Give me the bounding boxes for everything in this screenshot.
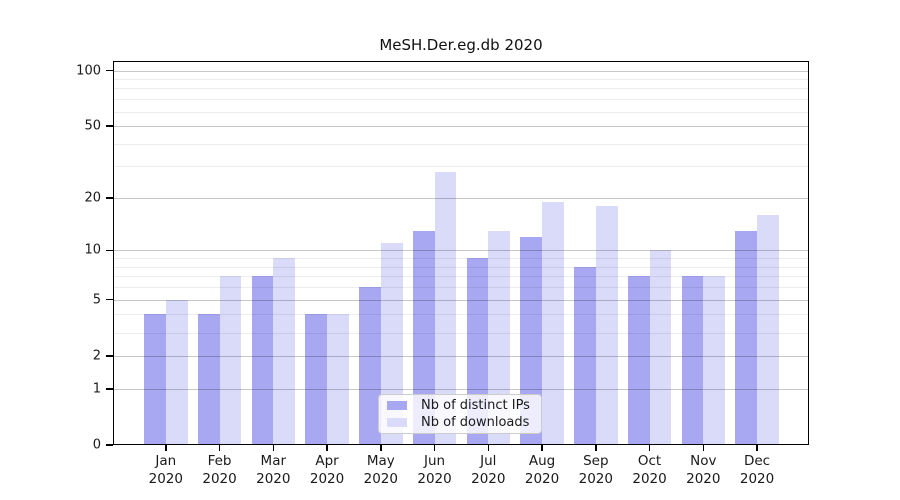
minor-gridline [113,287,809,289]
legend-swatch-downloads [387,418,407,428]
x-tick-label: Apr 2020 [309,453,345,487]
x-axis-tick [326,445,328,451]
x-axis-tick [433,445,436,451]
bar-distinct-ips [305,314,328,445]
bar-downloads [649,250,672,445]
x-tick-label: Jun 2020 [417,453,452,487]
minor-gridline [113,143,809,145]
legend-item-downloads: Nb of downloads [387,415,533,432]
bar-distinct-ips [412,230,435,445]
bar-distinct-ips [681,276,704,445]
y-tick-label: 50 [84,118,101,134]
bar-downloads [757,215,779,445]
x-tick-label: Jan 2020 [148,453,183,487]
y-axis-tick [106,249,113,252]
major-gridline [113,250,809,252]
x-tick-label: Aug 2020 [524,453,560,487]
major-gridline [113,355,809,357]
y-axis-tick [106,444,113,446]
x-axis-tick [165,445,167,451]
major-gridline [113,126,809,128]
bar-distinct-ips [359,287,381,445]
y-tick-label: 2 [92,348,101,364]
minor-gridline [113,166,809,168]
x-axis-tick [487,445,490,451]
bar-downloads [703,276,726,445]
x-axis-tick [702,445,705,451]
x-axis-tick [272,445,275,451]
y-tick-label: 0 [92,437,101,453]
legend-label-downloads: Nb of downloads [421,415,530,431]
minor-gridline [113,111,809,113]
y-tick-label: 5 [92,292,101,308]
bar-distinct-ips [144,314,166,445]
bar-distinct-ips [251,276,274,445]
chart-title: MeSH.Der.eg.db 2020 [379,36,543,54]
y-axis-tick [106,388,113,390]
bar-downloads [542,201,564,445]
bar-distinct-ips [735,230,758,445]
major-gridline [113,70,809,72]
bar-distinct-ips [197,314,220,445]
bar-downloads [595,206,618,445]
x-tick-label: May 2020 [363,453,398,487]
bar-distinct-ips [520,236,543,445]
major-gridline [113,388,809,390]
x-axis-tick [218,445,221,451]
bar-distinct-ips [574,266,596,445]
legend-swatch-distinct-ips [387,400,407,410]
major-gridline [113,299,809,301]
y-tick-label: 10 [84,242,101,258]
minor-gridline [113,99,809,101]
bar-downloads [273,258,296,445]
minor-gridline [113,332,809,334]
y-axis-tick [106,298,113,301]
x-axis-tick [756,445,758,451]
x-axis-tick [595,445,597,451]
y-tick-label: 20 [84,190,101,206]
x-axis-tick [648,445,651,451]
y-axis-tick [106,125,113,127]
x-tick-label: Jul 2020 [471,453,506,487]
minor-gridline [113,266,809,268]
x-tick-label: Mar 2020 [256,453,291,487]
y-tick-label: 100 [76,63,101,79]
bar-downloads [488,230,511,445]
minor-gridline [113,314,809,316]
legend: Nb of distinct IPs Nb of downloads [378,394,542,434]
major-gridline [113,198,809,199]
legend-label-distinct-ips: Nb of distinct IPs [421,397,530,413]
minor-gridline [113,88,809,90]
x-axis-tick [380,445,382,451]
bar-downloads [434,171,457,445]
x-tick-label: Dec 2020 [739,453,775,487]
bar-downloads [165,299,188,445]
legend-item-distinct-ips: Nb of distinct IPs [387,397,533,414]
minor-gridline [113,258,809,260]
x-tick-label: Oct 2020 [632,453,667,487]
y-axis-tick [106,69,113,72]
minor-gridline [113,276,809,278]
plot-area: Nb of distinct IPs Nb of downloads 100 50… [76,61,809,487]
bar-downloads [219,276,242,445]
x-axis-tick [541,445,543,451]
bar-downloads [327,314,349,445]
y-axis-tick [106,197,113,199]
x-tick-label: Sep 2020 [578,453,613,487]
minor-gridline [113,79,809,81]
x-tick-label: Nov 2020 [686,453,721,487]
x-tick-label: Feb 2020 [202,453,237,487]
y-tick-label: 1 [92,381,101,397]
y-axis-tick [106,355,113,357]
bar-distinct-ips [627,276,650,445]
